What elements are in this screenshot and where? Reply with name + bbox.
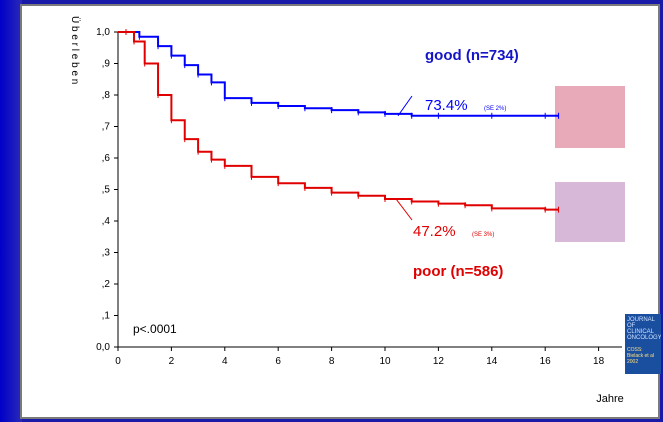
poor-group-label: poor (n=586)	[413, 263, 503, 280]
y-tick-label: 0,0	[96, 342, 110, 353]
x-tick-label: 4	[222, 356, 228, 367]
histology-image-poor	[555, 182, 625, 242]
x-tick-label: 8	[329, 356, 335, 367]
x-tick-label: 2	[169, 356, 175, 367]
good-se: (SE 2%)	[484, 106, 506, 112]
journal-cover: JOURNAL OF CLINICAL ONCOLOGY COSS: Biela…	[625, 314, 661, 374]
y-tick-label: ,6	[102, 153, 111, 164]
good-rate-pointer	[397, 95, 413, 117]
x-tick-label: 18	[593, 356, 605, 367]
y-tick-label: ,1	[102, 311, 111, 322]
y-tick-label: ,3	[102, 248, 111, 259]
x-tick-label: 14	[486, 356, 498, 367]
histology-image-good	[555, 86, 625, 148]
x-tick-label: 0	[115, 356, 121, 367]
y-tick-label: ,8	[102, 90, 111, 101]
poor-se: (SE 3%)	[472, 232, 494, 238]
y-tick-label: 1,0	[96, 27, 110, 38]
x-tick-label: 16	[540, 356, 552, 367]
y-axis-label: Ü b e r l e b e n	[69, 16, 81, 84]
poor-rate: 47.2%	[413, 223, 456, 240]
slide-panel	[20, 4, 660, 419]
y-tick-label: ,5	[102, 185, 111, 196]
survival-curve-poor	[118, 31, 559, 211]
left-accent-bar	[0, 0, 22, 422]
y-tick-label: ,4	[102, 216, 111, 227]
x-tick-label: 12	[433, 356, 445, 367]
journal-title: JOURNAL OF CLINICAL ONCOLOGY	[627, 317, 661, 341]
y-tick-label: ,7	[102, 122, 111, 133]
y-tick-label: ,9	[102, 59, 111, 70]
poor-rate-pointer	[395, 198, 413, 221]
survival-curve-good	[118, 31, 559, 117]
good-group-label: good (n=734)	[425, 47, 519, 64]
good-rate: 73.4%	[425, 97, 468, 114]
x-tick-label: 10	[379, 356, 391, 367]
y-tick-label: ,2	[102, 279, 111, 290]
journal-citation: COSS: Bielack et al 2002	[627, 347, 654, 365]
x-tick-label: 6	[275, 356, 281, 367]
p-value-label: p<.0001	[133, 322, 177, 336]
x-axis-label: Jahre	[596, 393, 624, 405]
